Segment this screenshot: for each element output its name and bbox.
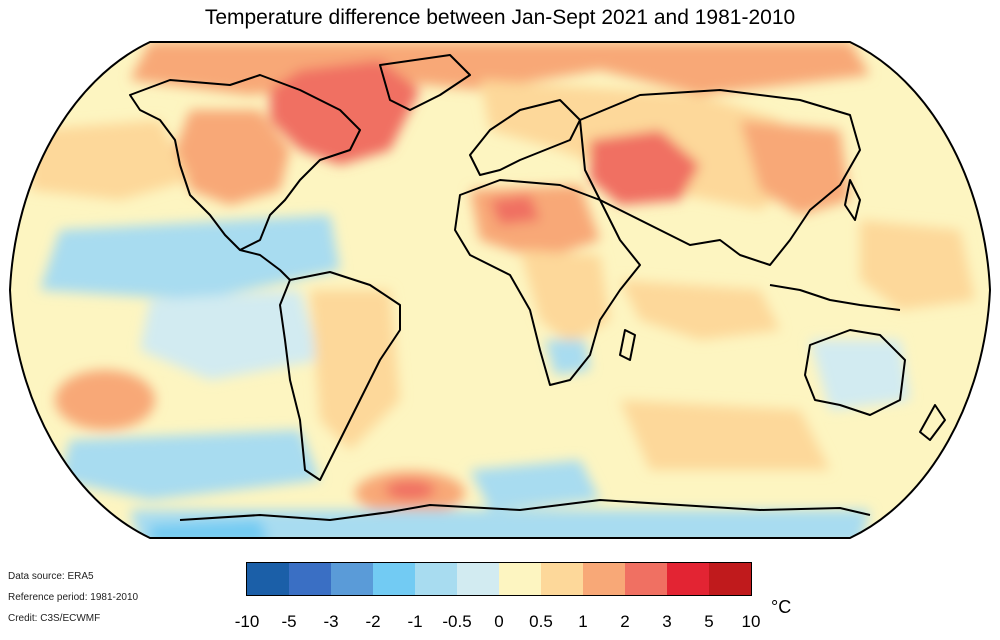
legend-tick-label: -2 (365, 612, 381, 631)
antarctic-deep-cool (150, 520, 270, 538)
legend-swatch (247, 563, 289, 595)
legend-swatch (583, 563, 625, 595)
globe-outline (8, 41, 992, 539)
anomaly-field (30, 42, 975, 538)
legend-tick-label: -0.5 (442, 612, 472, 631)
japan-coast (844, 179, 861, 221)
legend-tick-label: 3 (662, 612, 672, 631)
legend-swatch (667, 563, 709, 595)
southern-ocean-cool (60, 430, 320, 500)
legend-tick-labels: -10 -5 -3 -2 -1 -0.5 0 0.5 1 2 3 5 10 (235, 612, 761, 636)
legend-tick-label: 0.5 (529, 612, 553, 631)
unit-label: °C (771, 597, 792, 617)
credit-label: Credit: C3S/ECWMF (8, 613, 101, 624)
legend-swatch (499, 563, 541, 595)
legend-tick-label: 10 (741, 612, 761, 631)
west-pacific-warm (860, 220, 975, 310)
central-america-coast (239, 249, 291, 281)
legend-swatch (625, 563, 667, 595)
south-america-warm (310, 290, 400, 450)
temperature-anomaly-map (8, 41, 992, 539)
map-title: Temperature difference between Jan-Sept … (204, 6, 796, 29)
canada-greenland-warm (270, 60, 420, 165)
north-america-warm (175, 110, 290, 205)
legend-swatch (373, 563, 415, 595)
central-asia-warm (590, 130, 700, 205)
north-pacific-warm (30, 120, 190, 200)
south-pacific-warm (55, 370, 155, 430)
legend-swatch (415, 563, 457, 595)
data-source-label: Data source: ERA5 (8, 571, 94, 582)
legend-swatch (709, 563, 751, 595)
sahara-core (490, 195, 540, 225)
south-atlantic-core (385, 480, 435, 500)
asia-coast (579, 89, 861, 266)
north-america-coast (129, 74, 361, 251)
indian-ocean-warm (620, 280, 780, 340)
madagascar-coast (619, 329, 636, 361)
africa-coast (454, 179, 641, 386)
new-zealand-coast (919, 404, 946, 441)
legend-tick-label: 1 (578, 612, 588, 631)
east-pacific-cool (40, 215, 340, 300)
legend-swatch (289, 563, 331, 595)
australia-coast (804, 329, 906, 416)
coastlines (129, 54, 946, 521)
legend-swatch (457, 563, 499, 595)
greenland-coast (379, 54, 471, 111)
central-africa-warm (520, 250, 610, 345)
legend-tick-label: 2 (620, 612, 630, 631)
legend-tick-label: -10 (234, 612, 260, 631)
color-legend (246, 562, 752, 596)
south-america-coast (279, 271, 401, 481)
legend-tick-label: 0 (494, 612, 504, 631)
legend-tick-label: 5 (704, 612, 714, 631)
antarctica-coast (179, 499, 871, 521)
europe-coast (469, 99, 581, 176)
legend-swatch (331, 563, 373, 595)
legend-tick-label: -1 (407, 612, 423, 631)
east-pacific-cool-2 (140, 290, 320, 380)
east-asia-warm (740, 120, 850, 215)
legend-tick-label: -5 (281, 612, 297, 631)
australia-cool (810, 340, 910, 410)
south-indian-cool (470, 460, 600, 510)
legend-swatch (541, 563, 583, 595)
credits-block: Data source: ERA5 Reference period: 1981… (8, 566, 138, 629)
reference-period-label: Reference period: 1981-2010 (8, 592, 139, 603)
southern-africa-cool (545, 340, 590, 375)
indonesia-coast (769, 284, 901, 311)
legend-tick-label: -3 (323, 612, 339, 631)
south-ocean-warm-east (620, 400, 830, 470)
